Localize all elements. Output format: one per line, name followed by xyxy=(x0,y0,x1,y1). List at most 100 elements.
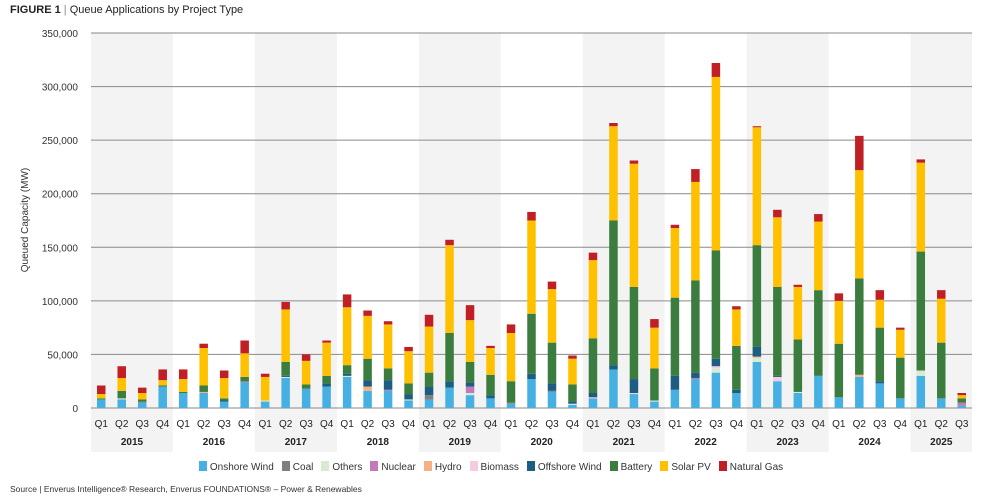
bar-segment-battery xyxy=(281,361,290,376)
x-tick-label: Q1 xyxy=(504,419,518,430)
bar-segment-solar-pv xyxy=(383,324,393,369)
bar-segment-others xyxy=(260,400,270,402)
bar-segment-coal xyxy=(547,390,557,392)
bar-segment-offshore-wind xyxy=(281,375,290,377)
bar-segment-onshore-wind xyxy=(240,382,249,408)
bar-segment-offshore-wind xyxy=(875,381,885,384)
x-tick-label: Q2 xyxy=(197,419,211,430)
y-tick-label: 0 xyxy=(72,404,78,415)
bar-segment-biomass xyxy=(588,397,598,399)
bar-segment-solar-pv xyxy=(527,220,536,314)
x-tick-label: Q2 xyxy=(443,419,457,430)
legend-label: Coal xyxy=(292,462,314,473)
bar-segment-battery xyxy=(404,383,413,395)
title-text: Queue Applications by Project Type xyxy=(69,4,244,16)
bar-segment-offshore-wind xyxy=(629,379,639,393)
bar-segment-natural-gas xyxy=(875,290,885,300)
bar-segment-natural-gas xyxy=(137,387,147,393)
x-tick-label: Q4 xyxy=(648,419,662,430)
bar-segment-battery xyxy=(916,251,926,371)
bar-segment-natural-gas xyxy=(957,393,967,396)
x-tick-label: Q4 xyxy=(812,419,826,430)
legend-item: Nuclear xyxy=(370,461,416,473)
bar-segment-battery xyxy=(465,361,475,383)
legend-item: Coal xyxy=(281,461,314,473)
bar-segment-others xyxy=(568,403,577,405)
bar-segment-natural-gas xyxy=(896,327,905,330)
bar-segment-nuclear xyxy=(691,378,700,380)
bar-segment-battery xyxy=(834,343,844,398)
legend-label: Solar PV xyxy=(671,462,711,473)
bar-segment-biomass xyxy=(773,376,782,382)
y-tick-label: 300,000 xyxy=(42,83,79,94)
y-tick-label: 200,000 xyxy=(42,190,79,201)
bar-segment-natural-gas xyxy=(342,294,352,308)
bar-segment-battery xyxy=(752,245,762,347)
y-axis-label: Queued Capacity (MW) xyxy=(20,168,31,272)
bar-segment-onshore-wind xyxy=(527,379,536,408)
bar-segment-battery xyxy=(732,345,741,390)
bar-segment-offshore-wind xyxy=(424,386,434,396)
bar-segment-others xyxy=(793,391,803,393)
y-tick-label: 150,000 xyxy=(42,243,79,254)
bar-segment-offshore-wind xyxy=(547,383,557,391)
bar-segment-natural-gas xyxy=(691,169,700,182)
bar-segment-solar-pv xyxy=(916,162,926,252)
bar-segment-offshore-wind xyxy=(527,373,536,380)
bar-segment-solar-pv xyxy=(752,127,762,246)
year-label: 2020 xyxy=(531,437,554,448)
bar-segment-onshore-wind xyxy=(260,401,270,408)
bar-segment-battery xyxy=(301,384,311,389)
bar-segment-battery xyxy=(178,391,188,393)
bar-segment-natural-gas xyxy=(363,310,372,316)
bar-segment-offshore-wind xyxy=(219,400,229,402)
bar-segment-nuclear xyxy=(465,386,475,393)
bar-segment-onshore-wind xyxy=(363,390,372,408)
legend-swatch xyxy=(609,461,618,471)
bar-segment-battery xyxy=(383,368,393,381)
figure-title: FIGURE 1 | Queue Applications by Project… xyxy=(10,4,243,16)
bar-segment-coal xyxy=(424,395,434,400)
x-tick-label: Q1 xyxy=(95,419,109,430)
bar-segment-natural-gas xyxy=(322,340,331,343)
bar-segment-battery xyxy=(199,385,208,392)
y-tick-label: 50,000 xyxy=(47,350,78,361)
source-note: Source | Enverus Intelligence® Research,… xyxy=(10,484,362,494)
bar-segment-onshore-wind xyxy=(547,391,557,408)
legend-label: Onshore Wind xyxy=(209,462,274,473)
year-label: 2022 xyxy=(695,437,718,448)
x-tick-label: Q4 xyxy=(238,419,252,430)
bar-segment-biomass xyxy=(629,393,639,395)
bar-segment-battery xyxy=(219,398,229,401)
bar-segment-onshore-wind xyxy=(916,375,926,408)
bar-segment-others xyxy=(711,368,721,373)
x-tick-label: Q1 xyxy=(750,419,764,430)
bar-segment-others xyxy=(404,399,413,401)
bar-segment-onshore-wind xyxy=(588,398,598,408)
bar-segment-onshore-wind xyxy=(199,393,208,408)
bar-segment-onshore-wind xyxy=(158,386,167,408)
bar-segment-natural-gas xyxy=(834,293,844,301)
bar-segment-offshore-wind xyxy=(691,372,700,378)
bar-segment-solar-pv xyxy=(240,353,249,377)
bar-segment-natural-gas xyxy=(711,63,721,77)
bar-segment-hydro xyxy=(363,386,372,391)
bar-segment-natural-gas xyxy=(178,369,188,380)
bar-segment-solar-pv xyxy=(711,76,721,251)
x-tick-label: Q2 xyxy=(115,419,129,430)
bar-segment-onshore-wind xyxy=(281,378,290,408)
x-tick-label: Q2 xyxy=(361,419,375,430)
bar-segment-natural-gas xyxy=(158,369,167,381)
year-label: 2021 xyxy=(613,437,636,448)
bar-segment-onshore-wind xyxy=(219,401,229,408)
bar-segment-solar-pv xyxy=(957,395,967,399)
legend-item: Onshore Wind xyxy=(198,461,274,473)
x-tick-label: Q3 xyxy=(381,419,395,430)
bar-segment-battery xyxy=(650,368,659,401)
bar-segment-battery xyxy=(814,290,823,376)
bar-segment-battery xyxy=(568,384,577,402)
legend-label: Others xyxy=(332,462,363,473)
bar-segment-natural-gas xyxy=(670,224,680,228)
legend-label: Biomass xyxy=(480,462,519,473)
bar-segment-battery xyxy=(937,342,946,399)
